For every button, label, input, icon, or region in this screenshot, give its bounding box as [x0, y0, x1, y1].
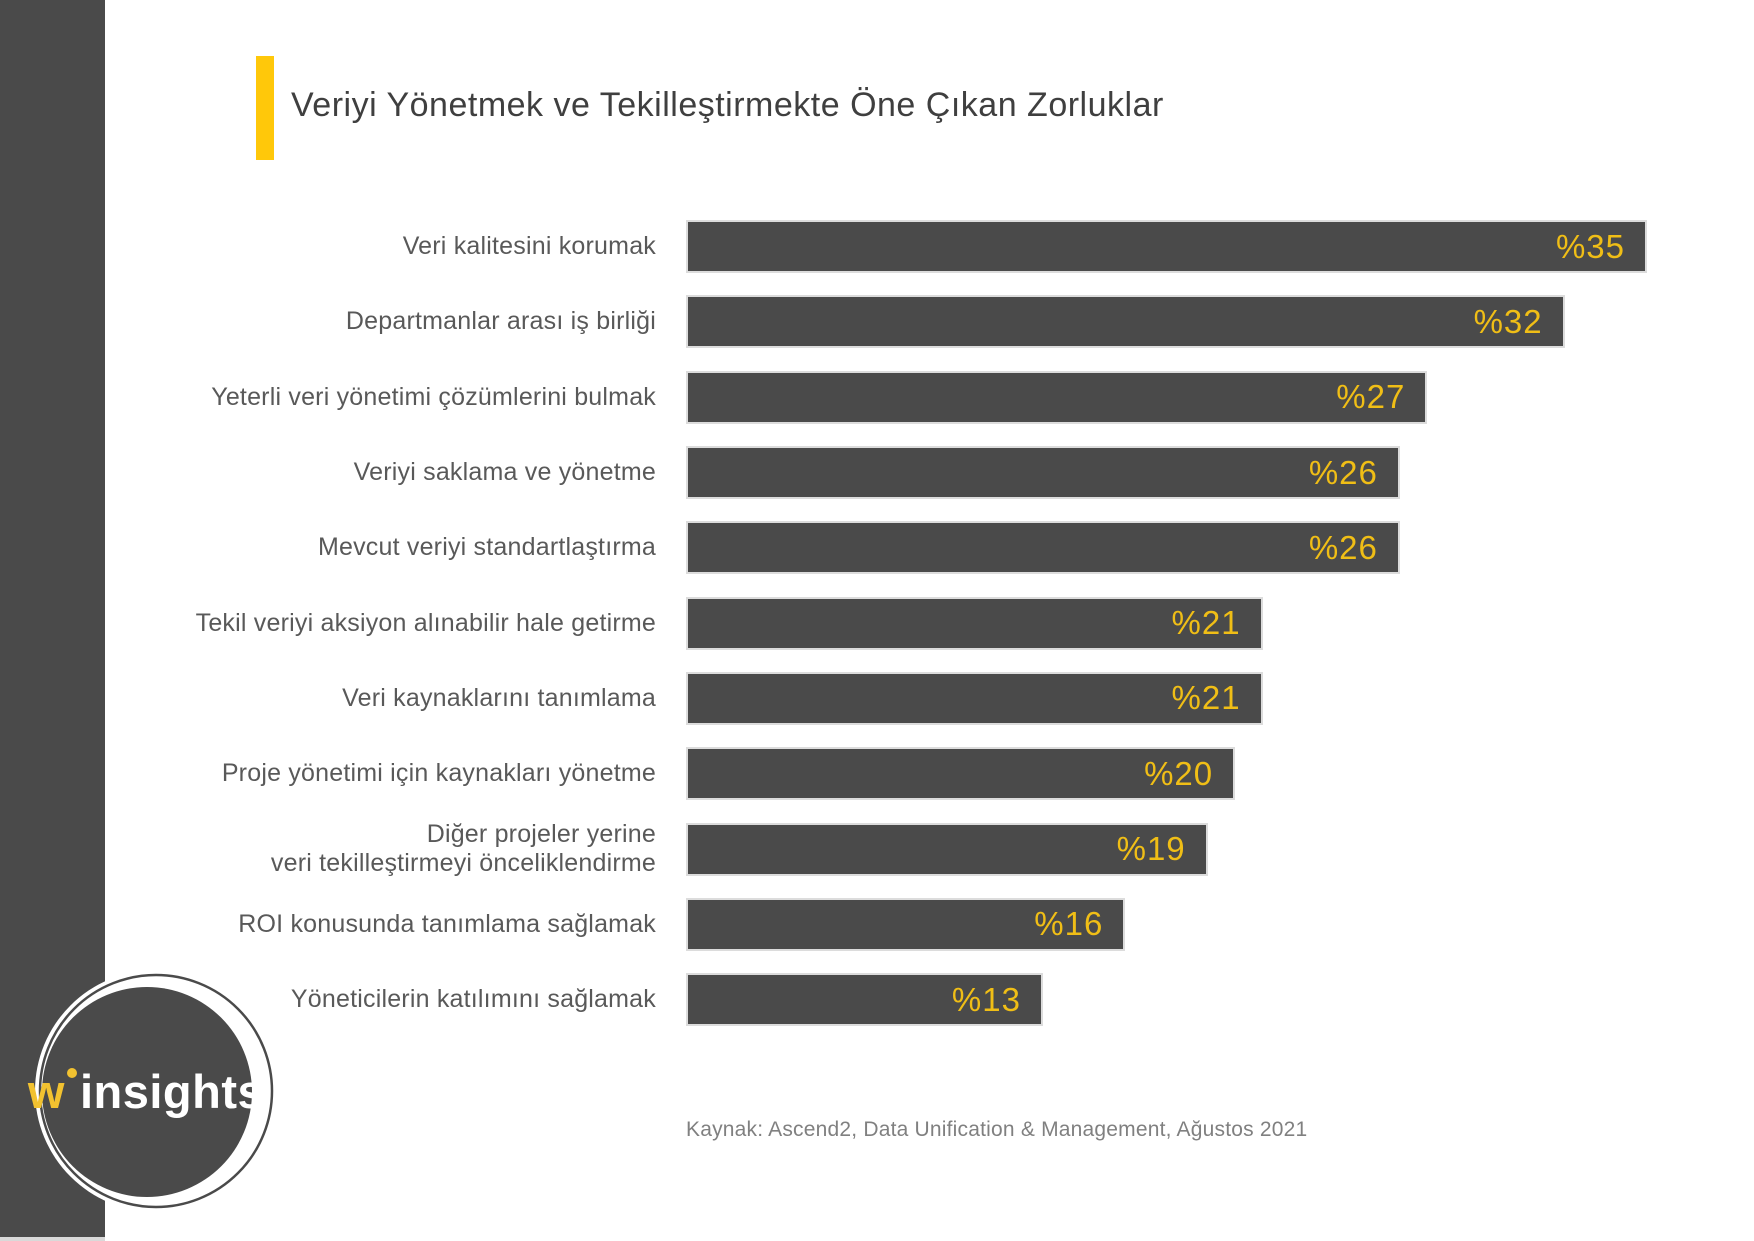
bar-track: %27	[686, 370, 1754, 424]
bar: %13	[686, 973, 1043, 1027]
category-label: Yeterli veri yönetimi çözümlerini bulmak	[211, 382, 656, 411]
category-label: Veriyi saklama ve yönetme	[353, 458, 656, 487]
bar-row: Yeterli veri yönetimi çözümlerini bulmak…	[0, 360, 1754, 435]
bar-row: Veri kaynaklarını tanımlama %21	[0, 661, 1754, 736]
category-label: Departmanlar arası iş birliği	[345, 307, 656, 336]
category-label: Veri kaynaklarını tanımlama	[342, 683, 656, 712]
bar-row: Veri kalitesini korumak %35	[0, 209, 1754, 284]
chart-title: Veriyi Yönetmek ve Tekilleştirmekte Öne …	[291, 86, 1164, 124]
bar-row: Tekil veriyi aksiyon alınabilir hale get…	[0, 585, 1754, 660]
bar-track: %21	[686, 596, 1754, 650]
logo-dot-icon	[66, 1068, 77, 1078]
bar-value-label: %13	[951, 980, 1021, 1018]
bar-value-label: %21	[1171, 679, 1241, 717]
bar: %27	[686, 370, 1428, 424]
logo-w-letter: w	[27, 1065, 65, 1118]
bar-value-label: %26	[1308, 453, 1378, 491]
brand-logo: w insights	[0, 1064, 292, 1119]
bar-value-label: %19	[1116, 830, 1186, 868]
bar: %16	[686, 897, 1126, 951]
bar-value-label: %20	[1144, 754, 1214, 792]
bar-track: %16	[686, 897, 1754, 951]
category-label: ROI konusunda tanımlama sağlamak	[238, 909, 656, 938]
logo-ring-icon	[38, 973, 274, 1209]
category-label: Tekil veriyi aksiyon alınabilir hale get…	[195, 608, 656, 637]
bar-track: %32	[686, 295, 1754, 349]
bar-row: Veriyi saklama ve yönetme %26	[0, 435, 1754, 510]
bar-value-label: %26	[1308, 528, 1378, 566]
source-text: Kaynak: Ascend2, Data Unification & Mana…	[686, 1118, 1308, 1141]
logo-insights-text: insights	[79, 1065, 265, 1118]
category-label: Proje yönetimi için kaynakları yönetme	[221, 759, 656, 788]
bar-track: %19	[686, 822, 1754, 876]
bar: %21	[686, 671, 1263, 725]
category-label: Mevcut veriyi standartlaştırma	[317, 533, 656, 562]
bar-value-label: %32	[1473, 302, 1543, 340]
logo-circle-graphic	[35, 970, 277, 1212]
bar-track: %21	[686, 671, 1754, 725]
bar-track: %13	[686, 973, 1754, 1027]
bar-chart: Veri kalitesini korumak %35 Departmanlar a…	[0, 209, 1754, 1037]
logo-filled-circle	[42, 987, 252, 1197]
bar: %35	[686, 220, 1647, 274]
category-label: Veri kalitesini korumak	[402, 232, 656, 261]
bar: %26	[686, 521, 1400, 575]
bar: %20	[686, 747, 1236, 801]
bar-row: Proje yönetimi için kaynakları yönetme %2…	[0, 736, 1754, 811]
bar-row: Mevcut veriyi standartlaştırma %26	[0, 510, 1754, 585]
category-label: Diğer projeler yerine veri tekilleştirme…	[270, 820, 656, 878]
bar-track: %35	[686, 220, 1754, 274]
bar-value-label: %16	[1034, 905, 1104, 943]
bar: %21	[686, 596, 1263, 650]
bar: %19	[686, 822, 1208, 876]
bar-track: %26	[686, 521, 1754, 575]
bar-row: Diğer projeler yerine veri tekilleştirme…	[0, 811, 1754, 886]
bar-value-label: %21	[1171, 604, 1241, 642]
bar: %32	[686, 295, 1565, 349]
sidebar-bottom-edge	[0, 1237, 105, 1241]
bar-row: ROI konusunda tanımlama sağlamak %16	[0, 887, 1754, 962]
title-accent-bar	[256, 56, 274, 160]
bar-track: %20	[686, 747, 1754, 801]
bar: %26	[686, 446, 1400, 500]
bar-rows: Veri kalitesini korumak %35 Departmanlar a…	[0, 209, 1754, 1037]
category-label: Yöneticilerin katılımını sağlamak	[290, 985, 656, 1014]
bar-track: %26	[686, 446, 1754, 500]
bar-value-label: %27	[1336, 378, 1406, 416]
bar-value-label: %35	[1555, 227, 1625, 265]
bar-row: Yöneticilerin katılımını sağlamak %13	[0, 962, 1754, 1037]
bar-row: Departmanlar arası iş birliği %32	[0, 284, 1754, 359]
